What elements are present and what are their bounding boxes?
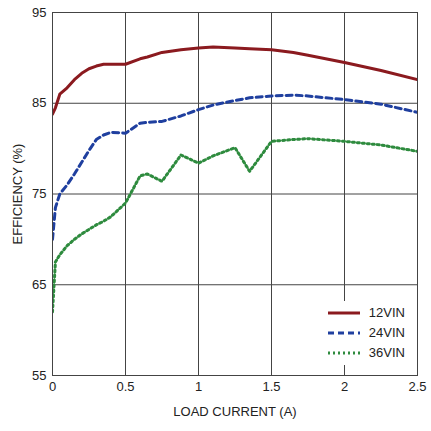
svg-text:95: 95: [32, 5, 46, 20]
svg-text:55: 55: [32, 368, 46, 383]
html-text:36VIN: 36VIN: [368, 345, 405, 360]
svg-text:0.5: 0.5: [116, 379, 134, 394]
html-text:24VIN: 24VIN: [368, 325, 405, 340]
html-text:12VIN: 12VIN: [368, 305, 405, 320]
svg-text:EFFICIENCY (%): EFFICIENCY (%): [10, 144, 25, 245]
svg-text:2.5: 2.5: [408, 379, 426, 394]
svg-text:85: 85: [32, 95, 46, 110]
svg-text:1: 1: [195, 379, 202, 394]
svg-text:LOAD CURRENT (A): LOAD CURRENT (A): [173, 404, 296, 419]
svg-text:65: 65: [32, 277, 46, 292]
svg-text:0: 0: [49, 379, 56, 394]
svg-text:75: 75: [32, 186, 46, 201]
svg-text:1.5: 1.5: [262, 379, 280, 394]
svg-text:2: 2: [341, 379, 348, 394]
